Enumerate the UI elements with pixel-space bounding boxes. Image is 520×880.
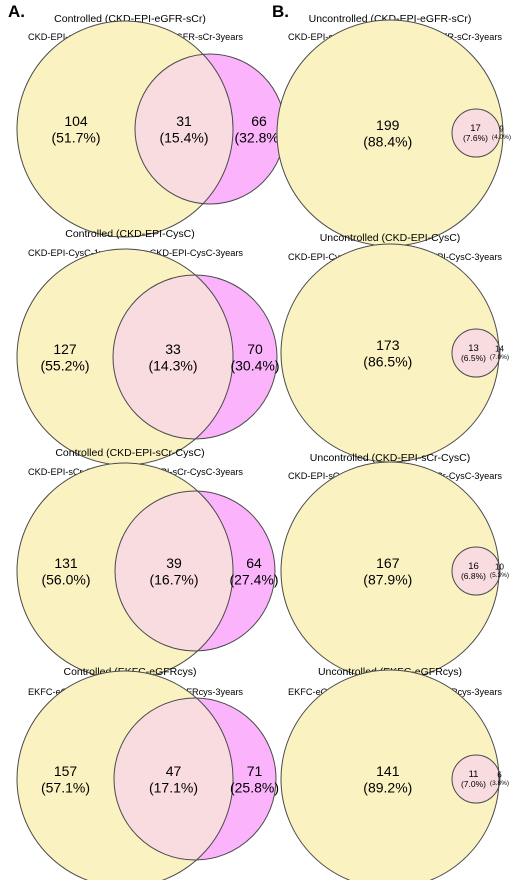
overlap-count: 31 [176,113,192,129]
panel-b-letter: B. [272,2,289,21]
left-only-percent: (87.9%) [363,571,412,587]
left-only-percent: (55.2%) [40,357,89,373]
venn-diagram: Uncontrolled (CKD-EPI-CysC) CKD-EPI-CysC-… [280,232,509,463]
overlap-percent: (14.3%) [148,357,197,373]
overlap-region [113,275,233,439]
left-set-outline [280,669,500,880]
right-set-label: CKD-EPI-CysC-3years [150,248,244,258]
overlap-region [135,54,233,204]
right-set-outline [451,328,501,378]
left-set-circle [281,670,499,880]
overlap-percent: (6.8%) [461,571,486,581]
overlap-count: 16 [468,561,479,572]
diagram-title: Controlled (CKD-EPI-eGFR-sCr) [54,13,206,25]
right-only-count: 6 [497,770,502,779]
diagram-title: Uncontrolled (CKD-EPI-eGFR-sCr) [309,13,472,25]
venn-diagram: Controlled (CKD-EPI-sCr-CysC) CKD-EPI-sCr… [16,447,279,680]
right-set-label: CKD-EPI-CysC-3years [409,252,503,262]
overlap-region [452,547,499,595]
right-only-count: 9 [499,124,504,133]
overlap-percent: (17.1%) [149,779,198,795]
venn-diagram: Uncontrolled (EKFC-eGFRcys)EKFC-eGFRcys-… [280,666,509,880]
right-only-count: 10 [495,562,504,571]
overlap-region [452,329,499,377]
right-set-outline [112,274,278,440]
right-only-count: 64 [246,555,262,571]
overlap-percent: (16.7%) [149,571,198,587]
left-only-count: 199 [376,117,400,133]
left-set-outline [16,670,234,880]
left-only-percent: (86.5%) [363,353,412,369]
right-only-percent: (5.3%) [490,572,509,579]
left-only-count: 141 [376,763,400,779]
right-set-outline [451,754,501,804]
right-set-outline [451,546,501,596]
right-set-label: CKD-EPI-sCr-CysC-3years [391,471,502,481]
venn-diagram: Uncontrolled (CKD-EPI-sCr-CysC) CKD-EPI-s… [280,452,509,681]
overlap-count: 17 [470,123,481,134]
right-only-count: 71 [247,763,263,779]
overlap-percent: (7.0%) [461,779,486,789]
left-only-percent: (56.0%) [41,571,90,587]
diagram-title: Uncontrolled (CKD-EPI-sCr-CysC) [310,452,470,464]
right-only-count: 70 [247,341,263,357]
right-only-percent: (25.8%) [230,779,279,795]
left-only-count: 157 [54,763,78,779]
left-only-count: 131 [54,555,78,571]
right-set-label: CKD-EPI-sCr-CysC-3years [132,467,243,477]
diagram-title: Controlled (CKD-EPI-CysC) [65,228,195,240]
left-set-circle [281,462,499,680]
right-set-label: CKD-EPI-eGFR-sCr-3years [130,32,243,42]
left-only-percent: (89.2%) [363,779,412,795]
left-only-count: 104 [64,113,88,129]
overlap-percent: (6.5%) [461,353,486,363]
left-set-label: CKD-EPI-CysC-1year [288,252,377,262]
overlap-count: 47 [166,763,182,779]
overlap-count: 33 [165,341,181,357]
left-only-count: 127 [53,341,77,357]
overlap-region [452,755,499,803]
right-set-outline [114,490,276,652]
venn-diagram: Controlled (EKFC-eGFRcys)EKFC-eGFRcys-1y… [16,666,279,880]
right-only-count: 66 [251,113,267,129]
right-only-percent: (7.0%) [490,354,509,361]
overlap-count: 39 [166,555,182,571]
venn-diagram: Controlled (CKD-EPI-CysC) CKD-EPI-CysC-1y… [16,228,280,466]
right-only-count: 14 [495,344,504,353]
right-set-label: EKFC-eGFRcys-3years [147,687,244,697]
overlap-count: 11 [469,769,479,780]
left-set-circle [277,20,503,246]
overlap-region [115,491,233,651]
diagram-title: Controlled (CKD-EPI-sCr-CysC) [55,447,204,459]
left-set-label: CKD-EPI-CysC-1year [28,248,117,258]
overlap-region [452,109,500,157]
venn-diagram: Controlled (CKD-EPI-eGFR-sCr) CKD-EPI-eGF… [16,13,286,238]
left-set-outline [16,20,234,238]
panel-a-letter: A. [8,2,25,21]
left-only-count: 167 [376,555,400,571]
venn-diagram: Uncontrolled (CKD-EPI-eGFR-sCr)CKD-EPI-e… [276,13,511,247]
right-only-percent: (27.4%) [229,571,278,587]
left-only-percent: (88.4%) [363,133,412,149]
diagram-title: Uncontrolled (CKD-EPI-CysC) [320,232,461,244]
left-set-circle [281,244,499,462]
left-only-percent: (51.7%) [51,129,100,145]
overlap-percent: (15.4%) [159,129,208,145]
right-only-percent: (3.8%) [490,780,509,787]
right-only-percent: (30.4%) [230,357,279,373]
right-set-outline [451,108,501,158]
venn-diagrams: Controlled (CKD-EPI-eGFR-sCr) CKD-EPI-eGF… [16,13,511,880]
right-set-outline [113,697,277,861]
overlap-count: 13 [468,343,479,354]
left-only-count: 173 [376,337,400,353]
right-only-percent: (32.8%) [234,129,283,145]
left-only-percent: (57.1%) [41,779,90,795]
right-only-percent: (4.0%) [492,134,511,141]
overlap-region [114,698,233,860]
overlap-percent: (7.6%) [463,133,488,143]
